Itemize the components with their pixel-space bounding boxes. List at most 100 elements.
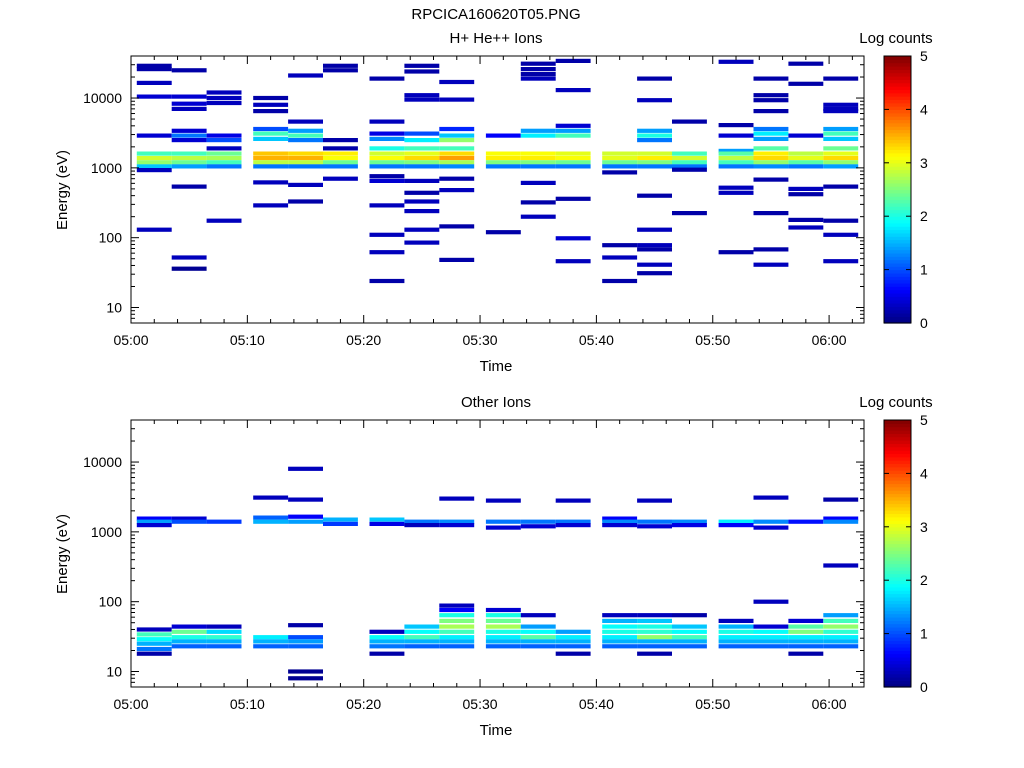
heatmap-cell: [206, 160, 242, 165]
heatmap-cell: [171, 160, 207, 165]
colorbar-segment: [884, 603, 911, 608]
panel-top-xlabel: Time: [480, 358, 513, 375]
colorbar-segment: [884, 109, 911, 114]
heatmap-cell: [253, 515, 289, 520]
colorbar-segment: [884, 202, 911, 207]
colorbar-tick-label: 0: [920, 679, 928, 695]
colorbar-segment: [884, 583, 911, 588]
heatmap-cell: [253, 126, 289, 132]
heatmap-cell: [672, 635, 707, 640]
colorbar-segment: [884, 586, 911, 591]
heatmap-cell: [404, 156, 440, 161]
colorbar-segment: [884, 132, 911, 137]
heatmap-cell: [753, 644, 789, 649]
colorbar-segment: [884, 89, 911, 94]
heatmap-cell: [136, 651, 172, 656]
heatmap-cell: [485, 607, 521, 613]
heatmap-cell: [788, 192, 824, 197]
heatmap-cell: [288, 156, 323, 161]
heatmap-cell: [288, 160, 323, 165]
colorbar-segment: [884, 600, 911, 605]
x-tick-label: 05:20: [346, 332, 381, 348]
heatmap-cell: [136, 151, 172, 156]
heatmap-cell: [718, 624, 754, 629]
heatmap-cell: [718, 635, 754, 640]
y-tick-label: 100: [99, 230, 123, 246]
heatmap-cell: [323, 156, 358, 161]
heatmap-cell: [788, 519, 824, 524]
heatmap-cell: [788, 618, 824, 623]
heatmap-cell: [369, 232, 405, 237]
heatmap-cell: [823, 516, 859, 521]
colorbar-segment: [884, 292, 911, 297]
heatmap-cell: [823, 102, 859, 107]
heatmap-cell: [718, 123, 754, 128]
colorbar-segment: [884, 436, 911, 441]
panel-bottom-colorbar: 0 1 2 3 4 5: [883, 412, 928, 695]
heatmap-cell: [206, 156, 242, 161]
heatmap-cell: [404, 146, 440, 151]
colorbar-segment: [884, 166, 911, 171]
heatmap-cell: [253, 519, 289, 524]
heatmap-cell: [485, 618, 521, 623]
heatmap-cell: [555, 128, 591, 133]
heatmap-cell: [404, 240, 440, 245]
colorbar-segment: [884, 563, 911, 568]
colorbar-segment: [884, 169, 911, 174]
colorbar-segment: [884, 546, 911, 551]
heatmap-cell: [637, 271, 672, 276]
colorbar-segment: [884, 426, 911, 431]
colorbar-segment: [884, 443, 911, 448]
colorbar-segment: [884, 102, 911, 107]
heatmap-cell: [369, 174, 405, 179]
colorbar-segment: [884, 463, 911, 468]
heatmap-cell: [823, 497, 859, 502]
heatmap-cell: [753, 211, 789, 216]
heatmap-cell: [136, 632, 172, 637]
heatmap-cell: [788, 61, 824, 66]
heatmap-cell: [602, 523, 638, 528]
heatmap-cell: [602, 635, 638, 640]
colorbar-segment: [884, 540, 911, 545]
heatmap-cell: [253, 639, 289, 644]
heatmap-cell: [206, 519, 242, 524]
colorbar-segment: [884, 286, 911, 291]
heatmap-cell: [136, 519, 172, 524]
heatmap-cell: [788, 164, 824, 169]
colorbar-segment: [884, 580, 911, 585]
heatmap-cell: [718, 185, 754, 190]
colorbar-segment: [884, 630, 911, 635]
heatmap-cell: [369, 521, 405, 526]
colorbar-segment: [884, 680, 911, 685]
heatmap-cell: [404, 624, 440, 629]
heatmap-cell: [369, 156, 405, 161]
heatmap-cell: [171, 184, 207, 189]
colorbar-segment: [884, 112, 911, 117]
heatmap-cell: [672, 160, 707, 165]
heatmap-cell: [439, 639, 475, 644]
heatmap-cell: [206, 644, 242, 649]
colorbar-segment: [884, 503, 911, 508]
heatmap-cell: [485, 644, 521, 649]
heatmap-cell: [555, 88, 591, 93]
heatmap-cell: [520, 133, 556, 138]
heatmap-cell: [288, 164, 323, 169]
heatmap-cell: [520, 524, 556, 529]
heatmap-cell: [485, 525, 521, 530]
heatmap-cell: [823, 76, 859, 81]
heatmap-cell: [206, 133, 242, 138]
heatmap-cell: [323, 521, 358, 526]
heatmap-cell: [788, 186, 824, 191]
heatmap-cell: [404, 151, 440, 156]
heatmap-cell: [404, 629, 440, 634]
colorbar-segment: [884, 229, 911, 234]
heatmap-cell: [288, 519, 323, 524]
heatmap-cell: [672, 523, 707, 528]
heatmap-cell: [439, 126, 475, 132]
heatmap-cell: [788, 629, 824, 634]
colorbar-segment: [884, 673, 911, 678]
heatmap-cell: [520, 67, 556, 72]
colorbar-segment: [884, 556, 911, 561]
heatmap-cell: [439, 523, 475, 528]
colorbar-segment: [884, 613, 911, 618]
